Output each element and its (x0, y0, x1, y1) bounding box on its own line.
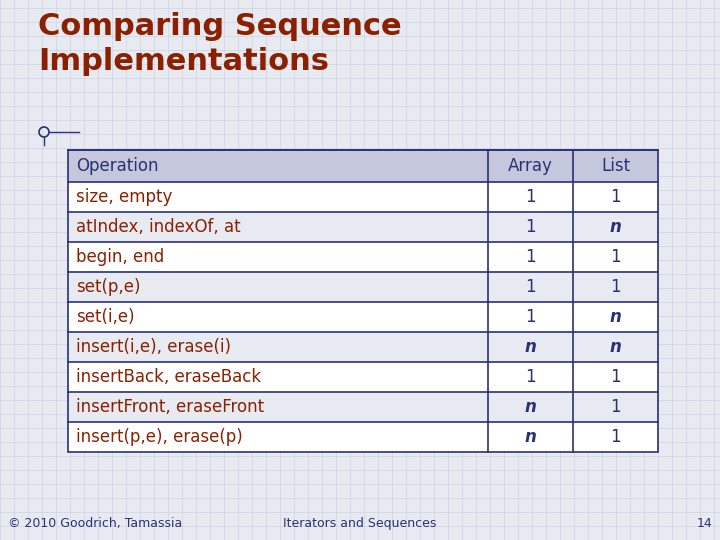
Text: List: List (601, 157, 630, 175)
Text: 1: 1 (525, 188, 536, 206)
Text: 1: 1 (610, 368, 621, 386)
Text: n: n (525, 428, 536, 446)
Text: n: n (525, 338, 536, 356)
Text: n: n (610, 308, 621, 326)
Text: 1: 1 (610, 188, 621, 206)
Text: Array: Array (508, 157, 553, 175)
Text: n: n (525, 398, 536, 416)
Text: begin, end: begin, end (76, 248, 164, 266)
Text: n: n (610, 338, 621, 356)
Text: set(i,e): set(i,e) (76, 308, 135, 326)
Bar (68, 422, 658, 452)
Text: 1: 1 (525, 248, 536, 266)
Text: atIndex, indexOf, at: atIndex, indexOf, at (76, 218, 240, 236)
Bar (68, 150, 658, 182)
Text: © 2010 Goodrich, Tamassia: © 2010 Goodrich, Tamassia (8, 517, 182, 530)
Text: n: n (610, 218, 621, 236)
Text: insertBack, eraseBack: insertBack, eraseBack (76, 368, 261, 386)
Text: 1: 1 (525, 278, 536, 296)
Text: Implementations: Implementations (38, 47, 329, 76)
Text: set(p,e): set(p,e) (76, 278, 140, 296)
Text: 14: 14 (696, 517, 712, 530)
Bar (68, 150, 658, 452)
Text: insert(i,e), erase(i): insert(i,e), erase(i) (76, 338, 231, 356)
Bar (68, 332, 658, 362)
Bar (68, 272, 658, 302)
Text: 1: 1 (525, 218, 536, 236)
Text: 1: 1 (525, 368, 536, 386)
Text: size, empty: size, empty (76, 188, 172, 206)
Bar (68, 212, 658, 242)
Text: insertFront, eraseFront: insertFront, eraseFront (76, 398, 264, 416)
Text: 1: 1 (525, 308, 536, 326)
Text: 1: 1 (610, 248, 621, 266)
Bar (68, 182, 658, 212)
Text: Operation: Operation (76, 157, 158, 175)
Bar (68, 302, 658, 332)
Bar (68, 242, 658, 272)
Text: Iterators and Sequences: Iterators and Sequences (283, 517, 437, 530)
Text: Comparing Sequence: Comparing Sequence (38, 12, 402, 41)
Bar (68, 392, 658, 422)
Text: insert(p,e), erase(p): insert(p,e), erase(p) (76, 428, 243, 446)
Text: 1: 1 (610, 398, 621, 416)
Bar (68, 362, 658, 392)
Text: 1: 1 (610, 428, 621, 446)
Text: 1: 1 (610, 278, 621, 296)
